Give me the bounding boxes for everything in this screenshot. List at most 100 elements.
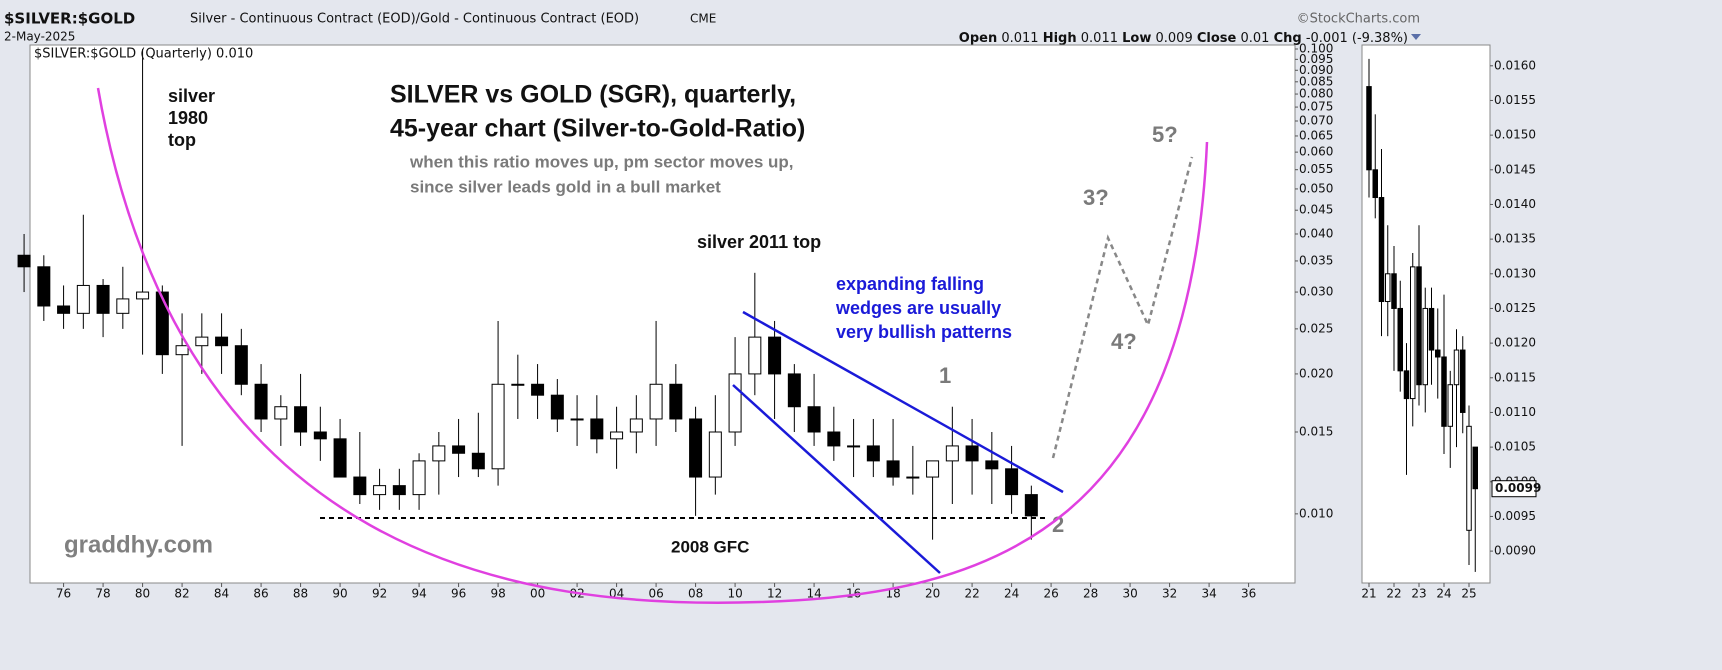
annotation: silver: [168, 86, 215, 106]
annotation: top: [168, 130, 196, 150]
candle-body: [432, 445, 446, 462]
candle-body: [353, 476, 367, 496]
candle-body: [1366, 86, 1372, 171]
y-tick-label: 0.0090: [1494, 544, 1536, 558]
candle-body: [886, 460, 900, 478]
x-tick-label: 26: [1043, 587, 1058, 601]
last-price-box: [1491, 480, 1537, 498]
candle-body: [1453, 349, 1460, 386]
candle-body: [728, 373, 742, 433]
candle-body: [965, 445, 979, 462]
candle-body: [155, 291, 169, 356]
quote: Open 0.011 High 0.011 Low 0.009 Close 0.…: [959, 31, 1408, 46]
y-tick-label: 0.075: [1299, 100, 1333, 114]
x-tick-label: 24: [1004, 587, 1019, 601]
legend: $SILVER:$GOLD (Quarterly) 0.010: [34, 47, 253, 62]
x-tick-label: 22: [1386, 587, 1401, 601]
wedge-upper: [742, 310, 1064, 494]
candle-body: [1372, 169, 1378, 199]
y-tick-label: 0.0125: [1494, 301, 1536, 315]
candle-body: [234, 345, 248, 385]
x-tick-label: 16: [846, 587, 861, 601]
candle-body: [1435, 349, 1441, 358]
y-tick-label: 0.0155: [1494, 93, 1536, 107]
y-tick-label: 0.015: [1299, 424, 1333, 438]
candle-body: [294, 406, 308, 433]
quote-label: High: [1043, 31, 1077, 46]
x-tick-label: 25: [1461, 587, 1476, 601]
quote-value: 0.011: [1001, 31, 1038, 46]
y-tick-label: 0.0095: [1494, 509, 1536, 523]
candle-body: [96, 284, 110, 314]
symbol: $SILVER:$GOLD: [4, 10, 135, 28]
watermark: graddhy.com: [64, 531, 213, 558]
y-tick-label: 0.0115: [1494, 370, 1536, 384]
y-tick-label: 0.010: [1299, 506, 1333, 520]
candle-body: [787, 373, 801, 408]
x-tick-label: 86: [253, 587, 268, 601]
annotation: wedges are usually: [835, 298, 1001, 318]
x-tick-label: 34: [1201, 587, 1216, 601]
y-tick-label: 0.090: [1299, 63, 1333, 77]
candle-body: [1385, 273, 1391, 303]
candle-body: [412, 460, 426, 496]
drawings: [96, 87, 1209, 604]
candle-body: [175, 345, 189, 356]
candle-body: [847, 445, 861, 448]
candle-body: [1466, 425, 1472, 531]
candle-body: [215, 336, 229, 347]
candle-body: [629, 418, 643, 433]
x-tick-label: 98: [490, 587, 505, 601]
candle-body: [195, 336, 209, 347]
x-tick-label: 36: [1241, 587, 1256, 601]
candle-body: [274, 406, 288, 420]
x-tick-label: 78: [95, 587, 110, 601]
candle-body: [669, 383, 683, 420]
candle-body: [491, 383, 505, 470]
last-price-label: 0.0099: [1495, 481, 1541, 495]
x-tick-label: 88: [293, 587, 308, 601]
x-tick-label: 20: [925, 587, 940, 601]
y-tick-label: 0.0150: [1494, 128, 1536, 142]
y-tick-label: 0.100: [1299, 41, 1333, 55]
main-panel: [29, 44, 1296, 584]
candle-body: [76, 284, 90, 314]
y-tick-label: 0.055: [1299, 162, 1333, 176]
y-tick-label: 0.070: [1299, 114, 1333, 128]
candle-body: [748, 336, 762, 375]
candle-body: [570, 418, 584, 421]
quote-value: 0.009: [1156, 31, 1193, 46]
candle-body: [17, 254, 31, 268]
candle-body: [866, 445, 880, 462]
annotation: very bullish patterns: [836, 322, 1012, 342]
candle-body: [610, 431, 624, 440]
x-tick-label: 96: [451, 587, 466, 601]
chart-title: 45-year chart (Silver-to-Gold-Ratio): [390, 115, 805, 143]
y-tick-label: 0.085: [1299, 74, 1333, 88]
x-tick-label: 12: [767, 587, 782, 601]
y-tick-label: 0.065: [1299, 128, 1333, 142]
x-tick-label: 23: [1411, 587, 1426, 601]
candle-body: [531, 383, 545, 396]
candle-body: [708, 431, 722, 478]
x-tick-label: 84: [214, 587, 229, 601]
quote-value: 0.01: [1240, 31, 1269, 46]
candle-body: [945, 445, 959, 462]
date: 2-May-2025: [4, 30, 75, 44]
exchange: CME: [690, 12, 716, 26]
candle-body: [471, 452, 485, 470]
x-tick-label: 14: [806, 587, 821, 601]
annotation: 1: [939, 363, 951, 388]
dropdown-arrow[interactable]: [1411, 34, 1421, 40]
candle-body: [1397, 307, 1403, 372]
candle-body: [1378, 197, 1385, 303]
quote-value: -0.001 (-9.38%): [1306, 31, 1408, 46]
candle-body: [1391, 273, 1397, 309]
candle-body: [333, 438, 347, 478]
projection: [1051, 156, 1194, 459]
chart-subtitle: since silver leads gold in a bull market: [410, 177, 721, 196]
candle-body: [689, 418, 703, 478]
candle-body: [1416, 266, 1422, 386]
y-tick-label: 0.030: [1299, 285, 1333, 299]
annotation: 2: [1052, 512, 1064, 537]
